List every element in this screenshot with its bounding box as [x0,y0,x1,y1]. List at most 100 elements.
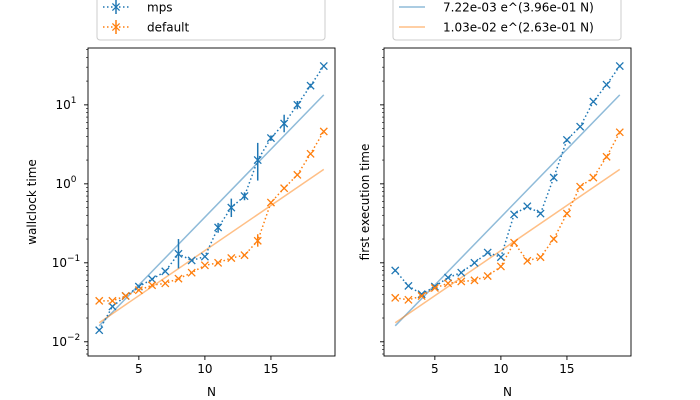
x-tick-label: 5 [431,362,439,376]
data-point-default [266,198,275,207]
data-point-mps [404,281,413,290]
data-point-default [549,234,558,244]
data-point-mps [240,192,249,201]
data-point-default [510,238,519,247]
data-point-default [523,256,532,265]
data-point-mps [430,282,439,291]
legend-label-2: 1.03e-02 e^(2.63e-01 N) [443,21,594,35]
data-point-mps [266,133,275,143]
data-point-mps [148,275,157,284]
data-point-default [187,268,196,277]
legend-label-2: default [147,21,190,35]
data-point-default [536,253,545,262]
data-point-mps [562,135,571,144]
legend: mps default [96,0,326,41]
data-point-mps [615,61,624,71]
data-point-default [148,281,157,290]
legend-label-1: mps [147,1,173,15]
data-point-mps [457,268,466,277]
data-point-default [200,261,209,270]
y-tick-label: 101 [55,96,76,112]
data-point-mps [227,203,236,212]
data-point-default [589,173,598,182]
data-point-mps [576,122,585,131]
data-point-mps [280,119,289,128]
data-point-default [121,291,130,301]
data-point-default [562,209,571,218]
data-point-mps [391,266,400,275]
data-point-mps [470,258,479,267]
legend-box [392,0,622,41]
data-point-default [108,296,117,305]
x-axis-label: N [207,385,216,399]
data-point-mps [161,267,170,276]
data-point-mps [483,248,492,257]
data-point-default [496,262,505,271]
plot-area [95,61,328,335]
data-point-mps [589,97,598,106]
data-point-default [444,279,453,288]
data-point-default [253,236,262,245]
y-tick-label: 10−2 [52,333,81,349]
data-point-mps [200,252,209,261]
x-tick-label: 15 [263,362,278,376]
data-point-mps [536,209,545,218]
y-tick-label: 100 [55,175,76,191]
data-point-default [134,286,143,295]
data-point-mps [319,61,328,71]
series-line-default [395,131,621,301]
data-point-mps [306,81,315,90]
data-point-default [319,127,328,136]
fit-line-1 [394,94,621,327]
x-tick-label: 10 [197,362,212,376]
series-line-default [99,131,325,302]
fit-line-2 [394,168,621,324]
data-point-default [214,258,223,267]
fit-line-2 [98,168,325,324]
data-point-mps [95,326,104,335]
axes-frame [87,47,336,357]
data-point-mps [523,202,532,211]
series-line-mps [98,65,325,331]
y-axis-label: first execution time [358,144,372,261]
data-point-mps [174,249,183,258]
plot-area [391,61,624,327]
series-line-mps [394,65,621,296]
data-point-default [95,296,104,305]
data-point-mps [253,156,262,165]
data-point-default [576,182,585,191]
legend-label-1: 7.22e-03 e^(3.96e-01 N) [443,1,594,15]
x-tick-label: 5 [135,362,143,376]
x-axis-label: N [503,385,512,399]
data-point-default [280,184,289,193]
data-point-default [161,279,170,288]
data-point-default [227,253,236,263]
data-point-default [174,274,183,283]
data-point-mps [444,273,453,282]
data-point-mps [510,210,519,219]
data-point-default [602,152,611,161]
data-point-mps [549,173,558,182]
data-point-default [240,251,249,260]
data-point-mps [293,100,302,109]
data-point-default [404,295,413,304]
data-point-default [306,149,315,158]
data-point-default [293,170,302,179]
data-point-default [470,276,479,285]
data-point-default [457,277,466,286]
x-tick-label: 10 [493,362,508,376]
data-point-default [615,128,624,137]
data-point-default [417,291,426,301]
data-point-mps [496,253,505,262]
data-point-mps [602,80,611,89]
data-point-default [391,293,400,302]
y-axis-label: wallclock time [25,159,39,245]
y-tick-label: 10−1 [52,254,81,270]
axes-frame [383,47,632,357]
data-point-mps [214,223,223,232]
data-point-default [430,283,439,293]
legend: 7.22e-03 e^(3.96e-01 N) 1.03e-02 e^(2.63e… [392,0,622,41]
